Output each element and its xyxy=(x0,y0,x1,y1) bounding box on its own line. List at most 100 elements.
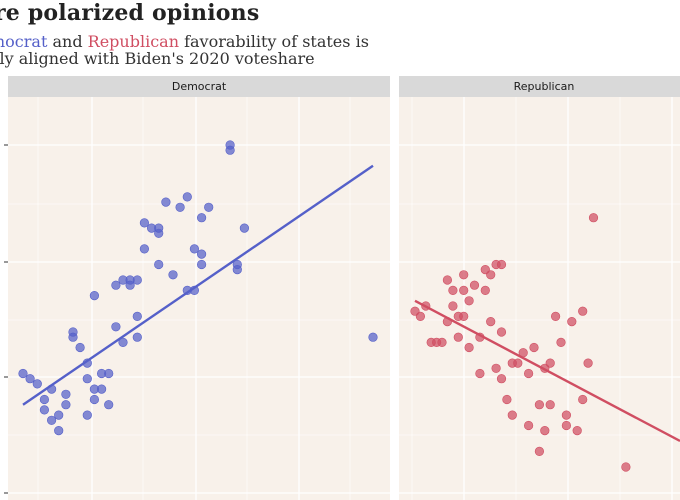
chart-title: re polarized opinions xyxy=(0,0,260,26)
point-republican xyxy=(486,270,496,280)
point-democrat xyxy=(139,218,149,228)
point-republican xyxy=(459,311,469,322)
point-democrat xyxy=(139,244,149,254)
point-democrat xyxy=(68,327,78,337)
point-democrat xyxy=(61,389,71,399)
point-republican xyxy=(437,337,447,348)
point-republican xyxy=(496,327,507,337)
point-democrat xyxy=(75,342,85,353)
point-republican xyxy=(578,306,588,316)
point-democrat xyxy=(39,405,50,415)
point-democrat xyxy=(168,270,178,280)
point-republican xyxy=(442,275,453,285)
point-democrat xyxy=(82,410,92,420)
subtitle-line1-tail: favorability of states is xyxy=(179,32,369,51)
point-democrat xyxy=(118,337,128,348)
subtitle-line-1: mocrat and Republican favorability of st… xyxy=(0,33,369,50)
point-republican xyxy=(572,426,582,436)
point-republican xyxy=(534,400,545,410)
point-democrat xyxy=(368,332,378,342)
subtitle-democrat-word: mocrat xyxy=(0,32,48,51)
panel-background-republican xyxy=(399,97,680,500)
point-democrat xyxy=(197,259,207,270)
point-republican xyxy=(545,358,555,368)
point-democrat xyxy=(225,140,235,150)
point-republican xyxy=(621,462,631,472)
point-republican xyxy=(540,426,550,436)
point-republican xyxy=(496,259,507,270)
point-republican xyxy=(588,213,599,223)
point-republican xyxy=(567,317,577,327)
point-democrat xyxy=(197,213,207,223)
point-republican xyxy=(459,285,469,296)
point-republican xyxy=(475,368,485,379)
point-democrat xyxy=(25,374,35,384)
point-republican xyxy=(469,280,480,290)
point-republican xyxy=(561,420,572,431)
trend-line-democrat xyxy=(22,164,374,406)
point-republican xyxy=(453,332,463,342)
point-republican xyxy=(583,358,593,368)
subtitle-and: and xyxy=(47,32,88,51)
point-republican xyxy=(486,317,496,327)
facet-strip-democrat: Democrat xyxy=(8,76,390,97)
point-democrat xyxy=(204,202,214,212)
point-republican xyxy=(448,285,458,296)
point-democrat xyxy=(161,197,171,207)
panel-background-democrat xyxy=(8,97,390,500)
point-republican xyxy=(534,446,545,457)
point-republican xyxy=(415,311,426,322)
point-republican xyxy=(545,400,555,410)
point-republican xyxy=(464,296,474,306)
point-democrat xyxy=(154,259,164,270)
point-democrat xyxy=(89,394,99,405)
point-democrat xyxy=(39,394,50,405)
point-democrat xyxy=(132,332,142,342)
point-democrat xyxy=(132,275,142,285)
subtitle-line-2: ely aligned with Biden's 2020 voteshare xyxy=(0,49,315,68)
point-democrat xyxy=(125,280,135,290)
point-republican xyxy=(513,358,523,368)
point-republican xyxy=(459,270,469,280)
series-republican xyxy=(410,213,680,472)
point-democrat xyxy=(175,202,185,212)
point-republican xyxy=(550,311,561,322)
point-republican xyxy=(578,394,588,405)
point-democrat xyxy=(54,426,64,436)
point-democrat xyxy=(111,280,121,290)
point-republican xyxy=(448,301,458,311)
point-democrat xyxy=(32,379,42,389)
point-republican xyxy=(529,342,539,353)
point-democrat xyxy=(189,244,199,254)
point-democrat xyxy=(82,374,92,384)
point-republican xyxy=(523,420,534,431)
point-republican xyxy=(496,374,507,384)
point-republican xyxy=(502,394,512,405)
point-republican xyxy=(491,363,501,373)
point-democrat xyxy=(89,291,99,301)
facet-strip-republican: Republican xyxy=(399,76,680,97)
point-democrat xyxy=(46,415,57,425)
point-republican xyxy=(480,285,490,296)
point-democrat xyxy=(132,311,142,322)
point-republican xyxy=(464,342,474,353)
point-republican xyxy=(523,368,534,379)
subtitle-republican-word: Republican xyxy=(87,32,179,51)
series-democrat xyxy=(18,140,378,436)
point-democrat xyxy=(111,322,121,332)
trend-line-republican xyxy=(414,299,680,443)
point-democrat xyxy=(197,249,207,259)
point-democrat xyxy=(54,410,64,420)
point-republican xyxy=(556,337,566,348)
point-democrat xyxy=(96,384,107,394)
point-democrat xyxy=(232,265,242,275)
point-democrat xyxy=(18,368,28,379)
point-democrat xyxy=(182,192,192,202)
point-democrat xyxy=(154,223,164,233)
point-democrat xyxy=(104,400,114,410)
point-democrat xyxy=(61,400,71,410)
point-republican xyxy=(507,410,517,420)
chart-subtitle: mocrat and Republican favorability of st… xyxy=(0,33,369,67)
point-democrat xyxy=(104,368,114,379)
